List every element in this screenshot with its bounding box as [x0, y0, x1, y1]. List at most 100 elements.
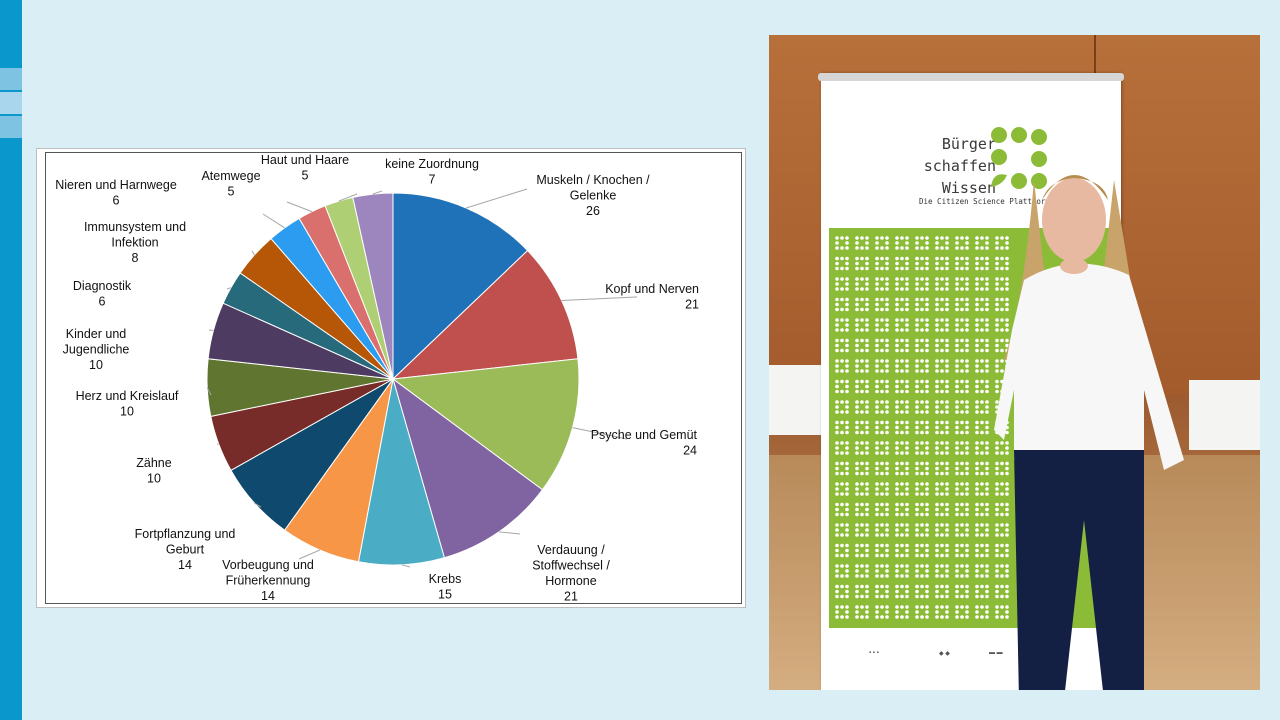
pattern-dots [895, 400, 909, 414]
pattern-dots [855, 318, 869, 332]
chart-frame [45, 152, 742, 604]
pattern-dots [955, 277, 969, 291]
pattern-dots [915, 297, 929, 312]
pattern-dots [835, 482, 849, 496]
pattern-dots [975, 584, 989, 599]
pattern-dots [855, 605, 869, 619]
pattern-dots [895, 523, 909, 537]
pattern-dots [915, 277, 929, 291]
slice-label: Nieren und Harnwege 6 [55, 178, 177, 208]
pattern-dots [995, 236, 1009, 250]
banner-title-line: schaffen [923, 157, 996, 175]
pattern-dots [875, 543, 889, 558]
pattern-dots [835, 441, 849, 455]
banner-title: Bürger schaffen Wissen [916, 133, 996, 199]
pattern-dots [935, 605, 949, 619]
pattern-dots [995, 461, 1009, 476]
pattern-dots [855, 338, 869, 353]
leader-line [572, 427, 628, 440]
pattern-dots [995, 277, 1009, 291]
pie-chart: Muskeln / Knochen / Gelenke 26 Kopf und Ner… [55, 153, 699, 604]
pattern-dots [935, 461, 949, 476]
pattern-dots [895, 379, 909, 394]
pattern-dots [875, 564, 889, 578]
pattern-dots [915, 359, 929, 373]
pattern-dots [935, 441, 949, 455]
pattern-dots [915, 338, 929, 353]
pattern-dots [955, 461, 969, 476]
slice-label: Muskeln / Knochen / Gelenke 26 [536, 173, 650, 218]
pattern-dots [855, 400, 869, 414]
pattern-dots [895, 359, 909, 373]
slice-label: Immunsystem und Infektion 8 [84, 220, 186, 265]
pattern-dots [915, 420, 929, 435]
pattern-dots [835, 584, 849, 599]
pattern-dots [915, 482, 929, 496]
pattern-dots [835, 297, 849, 312]
pattern-dots [855, 502, 869, 517]
pattern-dots [975, 359, 989, 373]
pattern-dots [855, 256, 869, 271]
pattern-dots [895, 502, 909, 517]
pattern-dots [955, 502, 969, 517]
pattern-dots [895, 605, 909, 619]
pattern-dots [835, 379, 849, 394]
pie-chart-panel: Muskeln / Knochen / Gelenke 26 Kopf und Ner… [36, 148, 746, 608]
banner-title-line: Wissen [941, 179, 996, 197]
pattern-dots [835, 400, 849, 414]
pattern-dots [835, 236, 849, 250]
pattern-dots [895, 338, 909, 353]
slice-label: Psyche und Gemüt 24 [591, 428, 698, 458]
slice-label: Diagnostik 6 [73, 279, 132, 309]
leader-line [298, 549, 321, 560]
leader-line [338, 193, 358, 202]
pattern-dots [935, 277, 949, 291]
pattern-dots [935, 359, 949, 373]
pattern-dots [935, 256, 949, 271]
pattern-dots [935, 297, 949, 312]
pattern-dots [875, 523, 889, 537]
pattern-dots [955, 256, 969, 271]
pattern-dots [855, 543, 869, 558]
leader-line [561, 296, 638, 302]
pattern-dots [875, 502, 889, 517]
pattern-dots [995, 441, 1009, 455]
pattern-dots [955, 441, 969, 455]
pattern-dots [935, 543, 949, 558]
pattern-dots [995, 502, 1009, 517]
pattern-dots [875, 236, 889, 250]
table [1189, 380, 1260, 450]
pattern-dots [915, 564, 929, 578]
pattern-dots [855, 297, 869, 312]
pattern-dots [955, 400, 969, 414]
pattern-dots [975, 564, 989, 578]
pattern-dots [855, 379, 869, 394]
sponsor-logo: ▪ ▪ ▪ [869, 650, 879, 656]
leader-line [206, 387, 212, 396]
pattern-dots [855, 359, 869, 373]
pattern-dots [915, 523, 929, 537]
pattern-dots [855, 277, 869, 291]
pattern-dots [875, 338, 889, 353]
wall-panel [769, 35, 831, 395]
pattern-dots [835, 605, 849, 619]
banner-dot-pattern [835, 236, 1009, 619]
pattern-dots [915, 543, 929, 558]
pattern-dots [835, 564, 849, 578]
leader-line [401, 564, 411, 568]
sidebar-stripe [0, 0, 22, 720]
pattern-dots [835, 420, 849, 435]
pattern-dots [895, 277, 909, 291]
pattern-dots [915, 400, 929, 414]
pie-slice [391, 358, 580, 491]
pattern-dots [935, 523, 949, 537]
pattern-dots [915, 605, 929, 619]
pattern-dots [935, 420, 949, 435]
pattern-dots [975, 338, 989, 353]
pie-slice [392, 377, 544, 559]
pattern-dots [855, 482, 869, 496]
pattern-dots [955, 297, 969, 312]
pattern-dots [975, 379, 989, 394]
pattern-dots [895, 420, 909, 435]
slice-label: Haut und Haare 5 [261, 153, 349, 183]
